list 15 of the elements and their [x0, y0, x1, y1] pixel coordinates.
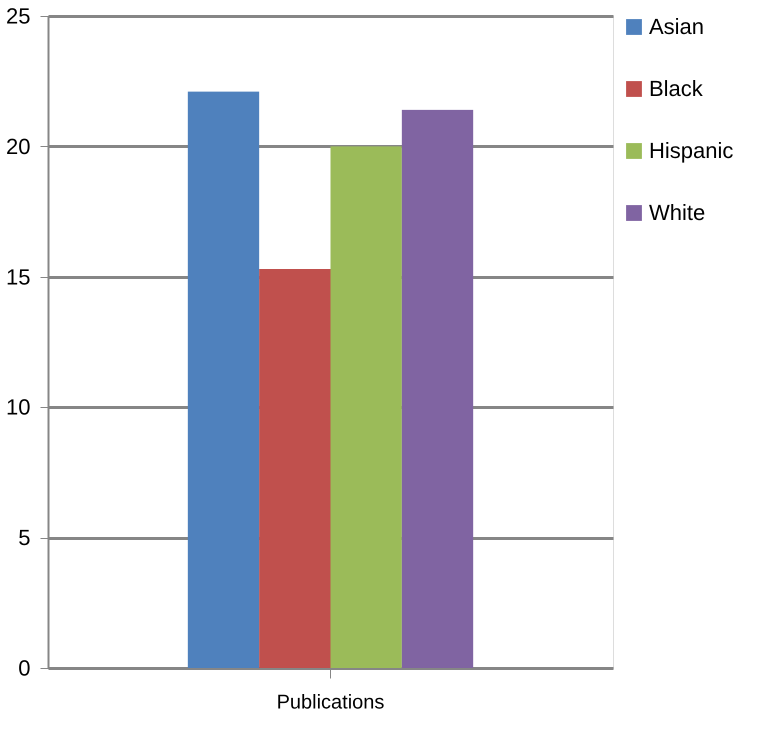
legend-label: Asian: [649, 14, 704, 39]
legend-label: Hispanic: [649, 138, 734, 163]
y-tick-label: 5: [18, 525, 30, 550]
y-tick-label: 15: [6, 264, 30, 290]
y-tick-label: 10: [6, 394, 30, 420]
bar: [330, 146, 402, 668]
legend-label: Black: [649, 76, 704, 101]
bar: [259, 268, 330, 668]
bar: [188, 92, 260, 668]
y-tick-label: 0: [18, 656, 30, 680]
bar: [402, 110, 474, 668]
x-tick-label: Publications: [276, 692, 384, 714]
legend-label: White: [649, 200, 706, 225]
y-tick-label: 20: [6, 134, 30, 159]
y-tick-label: 25: [6, 4, 30, 28]
